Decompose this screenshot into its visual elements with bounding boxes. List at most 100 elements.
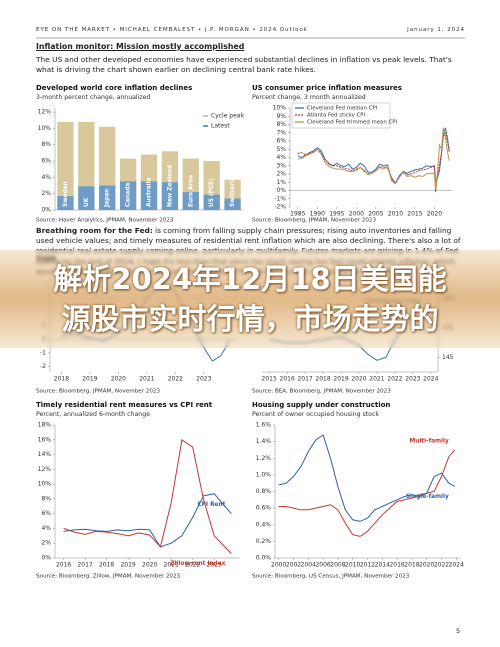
legend-label: Cleveland Fed trimmed mean CPI	[307, 120, 397, 126]
series-line	[297, 127, 450, 189]
y-tick-label: 6%	[41, 510, 51, 517]
series-line	[63, 493, 232, 548]
y-tick-label: 2%	[276, 171, 286, 178]
bar	[203, 194, 220, 210]
y-tick-label: 5%	[276, 146, 286, 153]
x-tick-label: 2019	[82, 376, 97, 383]
x-tick-label: 2016	[280, 376, 295, 383]
chart-source: Source: BEA, Bloomberg, JPMAM, November …	[252, 389, 391, 395]
x-tick-label: 2019	[333, 376, 348, 383]
y-tick-label: 10%	[38, 125, 52, 132]
bar	[99, 185, 116, 210]
x-tick-label: 1985	[290, 211, 305, 218]
x-tick-label: 2022	[387, 376, 402, 383]
y-tick-label: 0.0%	[256, 555, 272, 562]
x-tick-label: 2019	[120, 562, 135, 569]
y-tick-label: 0%	[41, 207, 51, 214]
chart-subtitle: Percent of owner occupied housing stock	[252, 411, 379, 418]
x-tick-label: 2014	[375, 562, 390, 569]
bar	[119, 181, 137, 210]
y-tick-label: 4%	[41, 174, 51, 181]
x-tick-label: 2021	[369, 376, 384, 383]
legend-box	[291, 102, 391, 129]
y-tick-label: 9%	[276, 113, 286, 120]
y-tick-label: 6%	[276, 138, 286, 145]
chart-subtitle: Percent change, 3 month annualized	[252, 94, 366, 101]
page-number: 5	[456, 627, 461, 635]
chart-subtitle: Percent, annualized 6-month change	[36, 411, 150, 418]
series-label: Single-family	[406, 494, 449, 500]
page-title: Inflation monitor: Mission mostly accomp…	[36, 42, 245, 51]
x-tick-label: 2000	[349, 211, 364, 218]
category-label: New Zealand	[167, 165, 173, 207]
bar	[161, 182, 179, 210]
legend-label: Latest	[211, 123, 230, 130]
category-label: Japan	[105, 189, 111, 208]
category-label: Canada	[126, 183, 132, 207]
x-tick-label: 2024	[449, 562, 464, 569]
y-tick-label: 16%	[38, 436, 52, 443]
chart-source: Source: Bloomberg, US Census, JPMAM, Nov…	[252, 574, 410, 580]
y-tick-label: 7%	[276, 129, 286, 136]
bar	[140, 181, 158, 210]
x-tick-label: 2023	[405, 376, 420, 383]
y-tick-label: 12%	[38, 466, 52, 473]
y-tick-label: 8%	[41, 141, 51, 148]
series-label: Multi-family	[410, 438, 449, 444]
series-label: Zillow rent index	[170, 561, 225, 567]
legend-label: Cleveland Fed median CPI	[307, 106, 378, 112]
chart-title: US consumer price inflation measures	[252, 84, 402, 92]
y-tick-label: 3%	[276, 162, 286, 169]
x-tick-label: 2020	[427, 211, 442, 218]
x-tick-label: 2017	[297, 376, 312, 383]
bar	[57, 196, 74, 210]
overlay-line: 源股市实时行情，市场走势的	[61, 302, 439, 336]
chart-title: Housing supply under construction	[252, 401, 390, 409]
series-line	[297, 131, 450, 193]
legend-label: Cycle peak	[211, 113, 244, 120]
y-tick-label: 10%	[273, 105, 287, 112]
category-label: UK	[84, 197, 90, 207]
series-line	[63, 438, 232, 554]
x-tick-label: 2018	[54, 376, 69, 383]
y-tick-label: 0.6%	[256, 505, 272, 512]
x-tick-label: 2022	[168, 376, 183, 383]
y-tick-label: 8%	[41, 495, 51, 502]
y-tick-label: 1.2%	[256, 455, 272, 462]
y-tick-label: -2%	[274, 204, 286, 211]
y-tick-label: 0.4%	[256, 521, 272, 528]
series-line	[278, 434, 456, 522]
y-tick-label: 14%	[38, 451, 52, 458]
x-tick-label: 2018	[315, 376, 330, 383]
x-tick-label: 2023	[207, 562, 222, 569]
x-tick-label: 2015	[407, 211, 422, 218]
x-tick-label: 1995	[329, 211, 344, 218]
x-tick-label: 2022	[434, 562, 449, 569]
y-tick-label: 145	[442, 354, 454, 361]
y-tick-label: -2	[40, 363, 46, 370]
x-tick-label: 2016	[56, 562, 71, 569]
x-tick-label: 2015	[262, 376, 277, 383]
y-tick-label: 8%	[276, 121, 286, 128]
y-tick-label: 0%	[41, 555, 51, 562]
x-tick-label: 2021	[164, 562, 179, 569]
chart-source: Source: Haver Analytics, JPMAM, November…	[36, 218, 174, 224]
bar	[182, 192, 199, 210]
x-tick-label: 2018	[404, 562, 419, 569]
y-tick-label: -1%	[274, 195, 286, 202]
y-tick-label: 6%	[41, 158, 51, 165]
intro: The US and other developed economies hav…	[36, 55, 452, 75]
category-label: Euro Area	[188, 175, 194, 207]
chart-subtitle: 3-month percent change, annualized	[36, 94, 150, 101]
chart-source: Source: Bloomberg, JPMAM, November 2023	[252, 218, 376, 224]
chart-title: Timely residential rent measures vs CPI …	[36, 401, 213, 409]
bar	[78, 186, 95, 210]
category-label: Sweden	[63, 181, 69, 207]
y-tick-label: 10%	[38, 481, 52, 488]
chart-source: Source: Bloomberg, JPMAM, November 2023	[36, 389, 160, 395]
chart-title: Developed world core inflation declines	[36, 84, 192, 92]
bar	[57, 121, 74, 210]
x-tick-label: 2018	[99, 562, 114, 569]
chart-source: Source: Bloomberg, Zillow, JPMAM, Novemb…	[36, 574, 181, 580]
